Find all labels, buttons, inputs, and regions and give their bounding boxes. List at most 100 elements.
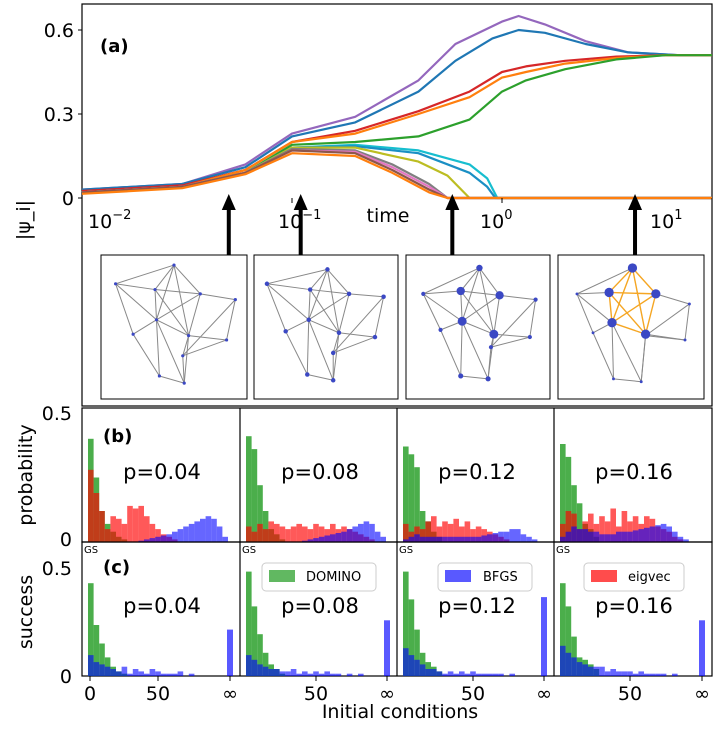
- c-bar-infinity-bfgs: [541, 597, 547, 676]
- b-bar-bfgs: [160, 535, 167, 542]
- b-bar-eigvec: [262, 529, 269, 542]
- c-group-label: p=0.12: [438, 594, 516, 618]
- inset-edge: [307, 374, 334, 381]
- c-x-tick-label: ∞: [222, 683, 238, 705]
- inset-edge: [154, 289, 201, 295]
- inset-edge: [182, 339, 227, 357]
- inset-edge-highlighted: [611, 267, 634, 323]
- c-group-4: p=0.16: [553, 542, 705, 676]
- c-group-2: p=0.08: [239, 542, 390, 676]
- c-bar-bfgs: [599, 666, 605, 676]
- arrow-head: [221, 194, 236, 210]
- b-bar-bfgs: [576, 529, 583, 542]
- inset-node: [591, 331, 595, 335]
- c-bar-bfgs: [144, 673, 150, 676]
- c-bar-bfgs: [419, 664, 426, 676]
- inset-edge: [156, 319, 185, 384]
- inset-edge: [461, 321, 489, 380]
- a-y-tick-label: 0: [62, 188, 74, 210]
- b-bar-eigvec: [313, 523, 319, 542]
- inset-edge: [613, 378, 642, 383]
- inset-node: [346, 291, 352, 297]
- inset-edge: [327, 269, 350, 295]
- a-x-tick-label: 100: [480, 208, 512, 233]
- inset-edge: [423, 267, 480, 295]
- inset-node: [640, 329, 651, 339]
- c-x-tick-label: ∞: [379, 683, 395, 705]
- c-bar-domino: [262, 652, 269, 676]
- c-group-label: p=0.04: [123, 594, 201, 618]
- inset-frame: [557, 254, 705, 400]
- b-bar-bfgs: [515, 529, 521, 542]
- inset-edge: [493, 333, 530, 338]
- b-bar-eigvec: [257, 523, 263, 542]
- inset-edge: [200, 293, 236, 301]
- c-bar-bfgs: [318, 673, 325, 676]
- inset-node: [533, 297, 538, 302]
- b-bar-bfgs: [318, 536, 325, 542]
- c-bar-bfgs: [464, 673, 471, 676]
- inset-edge: [266, 283, 311, 291]
- a-x-tick-exponent: −1: [302, 208, 321, 223]
- inset-edge-highlighted: [631, 267, 647, 335]
- c-bar-bfgs: [155, 671, 161, 676]
- b-bar-bfgs: [649, 526, 656, 542]
- b-bar-bfgs: [155, 536, 161, 542]
- b-y-tick-top: 0.5: [42, 403, 72, 425]
- inset-node: [421, 291, 426, 296]
- b-bar-eigvec: [403, 523, 409, 542]
- b-bar-bfgs: [414, 534, 420, 542]
- c-bar-bfgs: [177, 671, 184, 676]
- inset-edge: [159, 375, 185, 384]
- b-bar-bfgs: [610, 534, 616, 542]
- b-bar-bfgs: [593, 531, 600, 542]
- c-x-ticks: 0 50 ∞ 50 ∞ 50 ∞ 50 ∞: [84, 676, 710, 705]
- legend-swatch-eigvec: [591, 570, 617, 582]
- inset-node: [307, 287, 313, 292]
- c-bar-bfgs: [470, 671, 476, 676]
- inset-node: [683, 338, 687, 342]
- inset-edge-highlighted: [611, 322, 646, 335]
- b-bar-eigvec: [464, 521, 471, 542]
- b-bar-eigvec: [470, 529, 476, 542]
- inset-node: [187, 334, 191, 338]
- panel-a: (a) 0 0.3 0.6 |ψ_i| 10−2 1 0 −1 100 101 time: [13, 3, 713, 407]
- b-bar-eigvec: [442, 521, 448, 542]
- inset-node: [198, 292, 202, 296]
- inset-edge: [310, 289, 350, 295]
- c-bar-bfgs: [246, 655, 252, 676]
- c-x-tick-label: 50: [618, 683, 642, 705]
- inset-edge: [460, 290, 463, 322]
- c-bar-bfgs: [414, 659, 420, 676]
- c-bar-domino: [246, 571, 252, 676]
- b-bar-bfgs: [330, 534, 336, 542]
- b-bar-bfgs: [470, 536, 476, 542]
- b-bar-eigvec: [149, 523, 156, 542]
- inset-edge: [115, 283, 134, 335]
- b-bar-eigvec: [274, 523, 280, 542]
- c-bar-bfgs: [425, 669, 431, 676]
- inset-node: [639, 380, 643, 384]
- b-bar-bfgs: [531, 539, 538, 542]
- b-bar-bfgs: [200, 518, 206, 542]
- inset-edge: [266, 268, 328, 285]
- inset-edge: [460, 290, 500, 296]
- c-bar-bfgs: [166, 673, 172, 676]
- inset-node: [305, 372, 310, 377]
- b-bar-domino: [403, 446, 409, 542]
- inset-edge: [132, 333, 160, 377]
- c-bar-bfgs: [481, 673, 487, 676]
- c-bar-bfgs: [188, 673, 195, 676]
- b-bar-domino: [262, 511, 269, 542]
- inset-edge: [461, 267, 480, 322]
- b-bar-eigvec: [88, 469, 94, 542]
- b-bar-bfgs: [632, 530, 639, 542]
- c-bar-bfgs: [403, 648, 409, 676]
- b-bar-bfgs: [419, 536, 426, 542]
- a-x-tick-exponent: −2: [112, 208, 131, 223]
- inset-edge: [309, 289, 340, 334]
- c-bar-bfgs: [436, 671, 443, 676]
- c-bar-infinity-bfgs: [384, 620, 390, 676]
- c-bar-bfgs: [442, 673, 448, 676]
- inset-node: [233, 298, 237, 302]
